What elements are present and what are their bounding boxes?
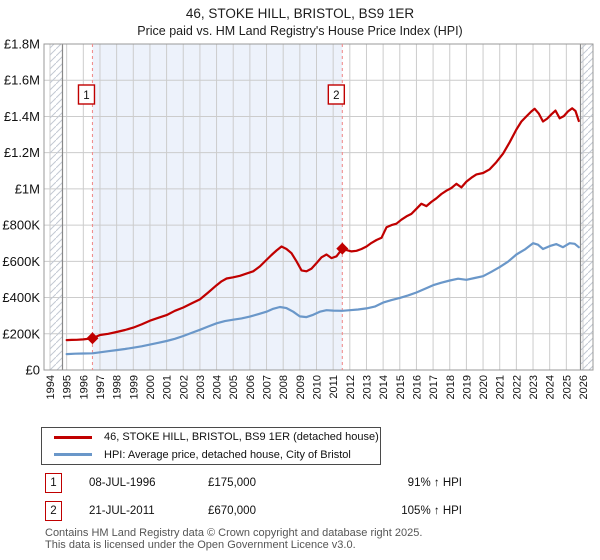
series-line-0 [65, 107, 580, 342]
x-axis-tick-label: 1995 [62, 375, 74, 399]
footer-line-2: This data is licensed under the Open Gov… [45, 538, 356, 551]
y-axis-tick-label: £1.8M [4, 37, 40, 52]
plot-border [43, 43, 594, 371]
legend-label-property: 46, STOKE HILL, BRISTOL, BS9 1ER (detach… [104, 431, 379, 444]
x-axis-tick-label: 2008 [278, 375, 290, 399]
x-axis-tick-label: 2016 [411, 375, 423, 399]
x-axis-tick-label: 2023 [528, 375, 540, 399]
x-axis-tick-label: 2022 [511, 375, 523, 399]
sale-1-date: 08-JUL-1996 [89, 477, 156, 489]
x-axis-tick-label: 2015 [395, 375, 407, 399]
y-axis-tick-label: £600K [2, 254, 40, 269]
sale-annotation-2: 2 21-JUL-2011 £670,000 105% ↑ HPI [45, 501, 462, 521]
x-axis-tick-label: 2007 [262, 375, 274, 399]
sale-number-box [327, 84, 346, 105]
x-axis-tick-label: 2002 [178, 375, 190, 399]
legend-item-property: 46, STOKE HILL, BRISTOL, BS9 1ER (detach… [42, 430, 380, 445]
ownership-shaded-span [92, 44, 343, 370]
x-axis-tick-label: 2019 [461, 375, 473, 399]
license-footer: Contains HM Land Registry data © Crown c… [45, 527, 423, 551]
sale-2-number-badge: 2 [45, 501, 62, 521]
x-axis-tick-label: 1996 [78, 375, 90, 399]
property-line-swatch [54, 435, 92, 439]
legend-label-hpi: HPI: Average price, detached house, City… [104, 448, 351, 461]
legend: 46, STOKE HILL, BRISTOL, BS9 1ER (detach… [41, 427, 381, 465]
sale-1-number-badge: 1 [45, 473, 62, 493]
footer-line-1: Contains HM Land Registry data © Crown c… [45, 527, 423, 539]
y-axis-tick-label: £1M [15, 181, 40, 196]
y-axis-tick-label: £1.4M [4, 109, 40, 124]
sale-marker-diamond [336, 242, 349, 255]
sale-number-label: 2 [333, 90, 339, 102]
chart-subtitle: Price paid vs. HM Land Registry's House … [137, 24, 462, 38]
no-data-hatch [580, 44, 593, 370]
x-axis-tick-label: 2018 [445, 375, 457, 399]
y-axis-tick-label: £800K [2, 218, 40, 233]
y-axis-tick-label: £1.2M [4, 145, 40, 160]
x-axis-tick-label: 2012 [345, 375, 357, 399]
sale-number-label: 1 [83, 90, 89, 102]
sale-1-hpi-delta: 91% ↑ HPI [407, 477, 462, 489]
x-axis-tick-label: 2006 [245, 375, 257, 399]
sale-annotation-1: 1 08-JUL-1996 £175,000 91% ↑ HPI [45, 473, 462, 493]
y-axis-tick-label: £400K [2, 290, 40, 305]
sale-number-box [77, 84, 96, 105]
x-axis-tick-label: 2021 [495, 375, 507, 399]
sale-2-date: 21-JUL-2011 [89, 505, 155, 517]
x-axis-tick-label: 2004 [212, 375, 224, 399]
x-axis-tick-label: 1998 [112, 375, 124, 399]
series-line-1 [65, 242, 580, 356]
chart-title: 46, STOKE HILL, BRISTOL, BS9 1ER [186, 6, 415, 21]
y-axis-tick-label: £0 [26, 363, 40, 378]
x-axis-tick-label: 2014 [378, 375, 390, 399]
price-chart: 46, STOKE HILL, BRISTOL, BS9 1ER Price p… [2, 6, 594, 399]
x-axis-tick-label: 2000 [145, 375, 157, 399]
x-axis-tick-label: 2010 [312, 375, 324, 399]
x-axis-tick-label: 2025 [561, 375, 573, 399]
sale-2-hpi-delta: 105% ↑ HPI [401, 505, 462, 517]
legend-item-hpi: HPI: Average price, detached house, City… [42, 448, 380, 463]
x-axis-tick-label: 1997 [95, 375, 107, 399]
y-axis-tick-label: £200K [2, 326, 40, 341]
no-data-hatch [50, 44, 63, 370]
x-axis-tick-label: 2026 [578, 375, 590, 399]
x-axis-tick-label: 1999 [128, 375, 140, 399]
x-axis-tick-label: 2020 [478, 375, 490, 399]
sale-1-price: £175,000 [208, 477, 256, 489]
x-axis-tick-label: 2024 [545, 375, 557, 399]
x-axis-tick-label: 2009 [295, 375, 307, 399]
x-axis-tick-label: 2003 [195, 375, 207, 399]
y-axis-tick-label: £1.6M [4, 73, 40, 88]
x-axis-tick-label: 2005 [228, 375, 240, 399]
x-axis-tick-label: 2011 [328, 375, 340, 399]
sale-marker-diamond [86, 332, 99, 345]
x-axis-tick-label: 2013 [361, 375, 373, 399]
sale-2-price: £670,000 [208, 505, 256, 517]
x-axis-tick-label: 1994 [45, 375, 57, 399]
x-axis-tick-label: 2001 [162, 375, 174, 399]
hpi-line-swatch [54, 453, 92, 457]
x-axis-tick-label: 2017 [428, 375, 440, 399]
